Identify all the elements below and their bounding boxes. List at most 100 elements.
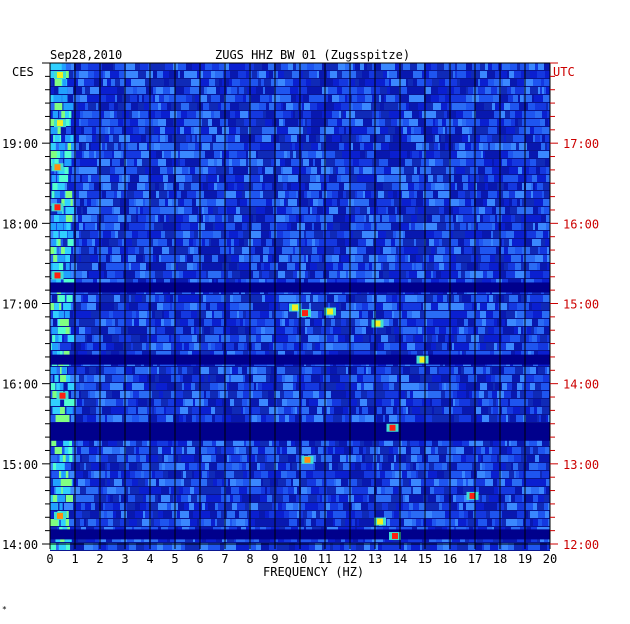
spectrogram-cell [501, 167, 509, 174]
spectrogram-cell [325, 415, 333, 422]
spectrogram-cell [299, 391, 303, 398]
spectrogram-cell [445, 391, 453, 398]
spectrogram-cell [64, 295, 66, 302]
spectrogram-cell [109, 311, 113, 318]
spectrogram-cell [374, 111, 379, 118]
spectrogram-cell [132, 319, 134, 326]
spectrogram-cell [275, 191, 278, 198]
spectrogram-cell [243, 231, 251, 238]
spectrogram-cell [538, 223, 546, 230]
spectrogram-cell [127, 191, 134, 198]
spectrogram-cell [217, 127, 222, 134]
spectrogram-cell [325, 127, 334, 134]
spectrogram-cell [135, 471, 141, 478]
spectrogram-cell [389, 263, 395, 270]
spectrogram-cell [259, 271, 262, 278]
spectrogram-cell [491, 87, 497, 94]
spectrogram-cell [85, 87, 90, 94]
spectrogram-cell [195, 119, 202, 126]
spectrogram-cell [244, 119, 247, 126]
spectrogram-cell [242, 399, 247, 406]
spectrogram-cell [246, 447, 252, 454]
spectrogram-cell [59, 103, 66, 110]
spectrogram-cell [256, 383, 258, 390]
spectrogram-cell [513, 463, 518, 470]
spectrogram-cell [385, 199, 391, 206]
spectrogram-cell [253, 183, 262, 190]
spectrogram-cell [403, 127, 407, 134]
spectrogram-cell [269, 247, 274, 254]
spectrogram-cell [524, 127, 530, 134]
low-freq-cell [53, 215, 60, 222]
spectrogram-cell [521, 255, 523, 262]
spectrogram-cell [328, 119, 337, 126]
spectrogram-cell [446, 415, 449, 422]
spectrogram-cell [399, 87, 407, 94]
spectrogram-cell [132, 111, 138, 118]
spectrogram-cell [81, 391, 88, 398]
spectrogram-cell [171, 447, 173, 454]
spectrogram-cell [311, 143, 318, 150]
spectrogram-cell [465, 199, 471, 206]
spectrogram-cell [158, 215, 160, 222]
spectrogram-cell [314, 223, 321, 230]
spectrogram-cell [113, 415, 122, 422]
spectrogram-cell [392, 303, 397, 310]
spectrogram-cell [73, 111, 80, 118]
spectrogram-cell [457, 199, 459, 206]
spectrogram-cell [364, 87, 371, 94]
spectrogram-cell [163, 175, 168, 182]
spectrogram-cell [79, 135, 86, 142]
spectrogram-cell [176, 303, 184, 310]
spectrogram-cell [132, 367, 135, 374]
spectrogram-cell [118, 215, 125, 222]
spectrogram-cell [117, 95, 122, 102]
low-freq-cell [67, 231, 74, 238]
spectrogram-cell [71, 447, 77, 454]
spectrogram-cell [357, 383, 361, 390]
spectrogram-cell [445, 143, 448, 150]
spectrogram-cell [444, 383, 446, 390]
spectrogram-cell [87, 343, 93, 350]
low-freq-cell [56, 223, 64, 230]
spectrogram-cell [210, 255, 212, 262]
spectrogram-cell [429, 71, 437, 78]
spectrogram-cell [315, 159, 321, 166]
spectrogram-cell [127, 215, 131, 222]
spectrogram-cell [205, 463, 209, 470]
spectrogram-cell [239, 263, 245, 270]
low-freq-cell [64, 199, 71, 206]
spectrogram-cell [426, 239, 429, 246]
spectrogram-cell [204, 375, 208, 382]
spectrogram-cell [546, 223, 550, 230]
spectrogram-cell [454, 367, 458, 374]
spectrogram-cell [237, 87, 239, 94]
spectrogram-cell [71, 63, 74, 70]
spectrogram-cell [488, 79, 494, 86]
spectrogram-cell [442, 383, 444, 390]
spectrogram-cell [169, 79, 178, 86]
spectrogram-cell [534, 407, 537, 414]
spectrogram-cell [409, 103, 414, 110]
spectrogram-cell [514, 455, 521, 462]
spectrogram-cell [114, 191, 117, 198]
spectrogram-cell [388, 207, 395, 214]
spectrogram-cell [542, 111, 547, 118]
low-freq-cell [66, 455, 73, 462]
low-freq-cell [64, 311, 70, 318]
spectrogram-cell [333, 415, 342, 422]
spectrogram-cell [311, 255, 319, 262]
spectrogram-cell [112, 319, 115, 326]
spectrogram-cell [67, 79, 69, 86]
spectrogram-cell [421, 127, 423, 134]
spectrogram-cell [332, 95, 339, 102]
spectrogram-cell [117, 439, 120, 446]
spectrogram-cell [94, 439, 97, 446]
spectrogram-cell [378, 191, 384, 198]
spectrogram-cell [145, 255, 150, 262]
spectrogram-cell [159, 295, 161, 302]
spectrogram-cell [484, 335, 493, 342]
spectrogram-cell [409, 167, 414, 174]
low-freq-cell [50, 367, 54, 374]
spectrogram-cell [539, 415, 541, 422]
